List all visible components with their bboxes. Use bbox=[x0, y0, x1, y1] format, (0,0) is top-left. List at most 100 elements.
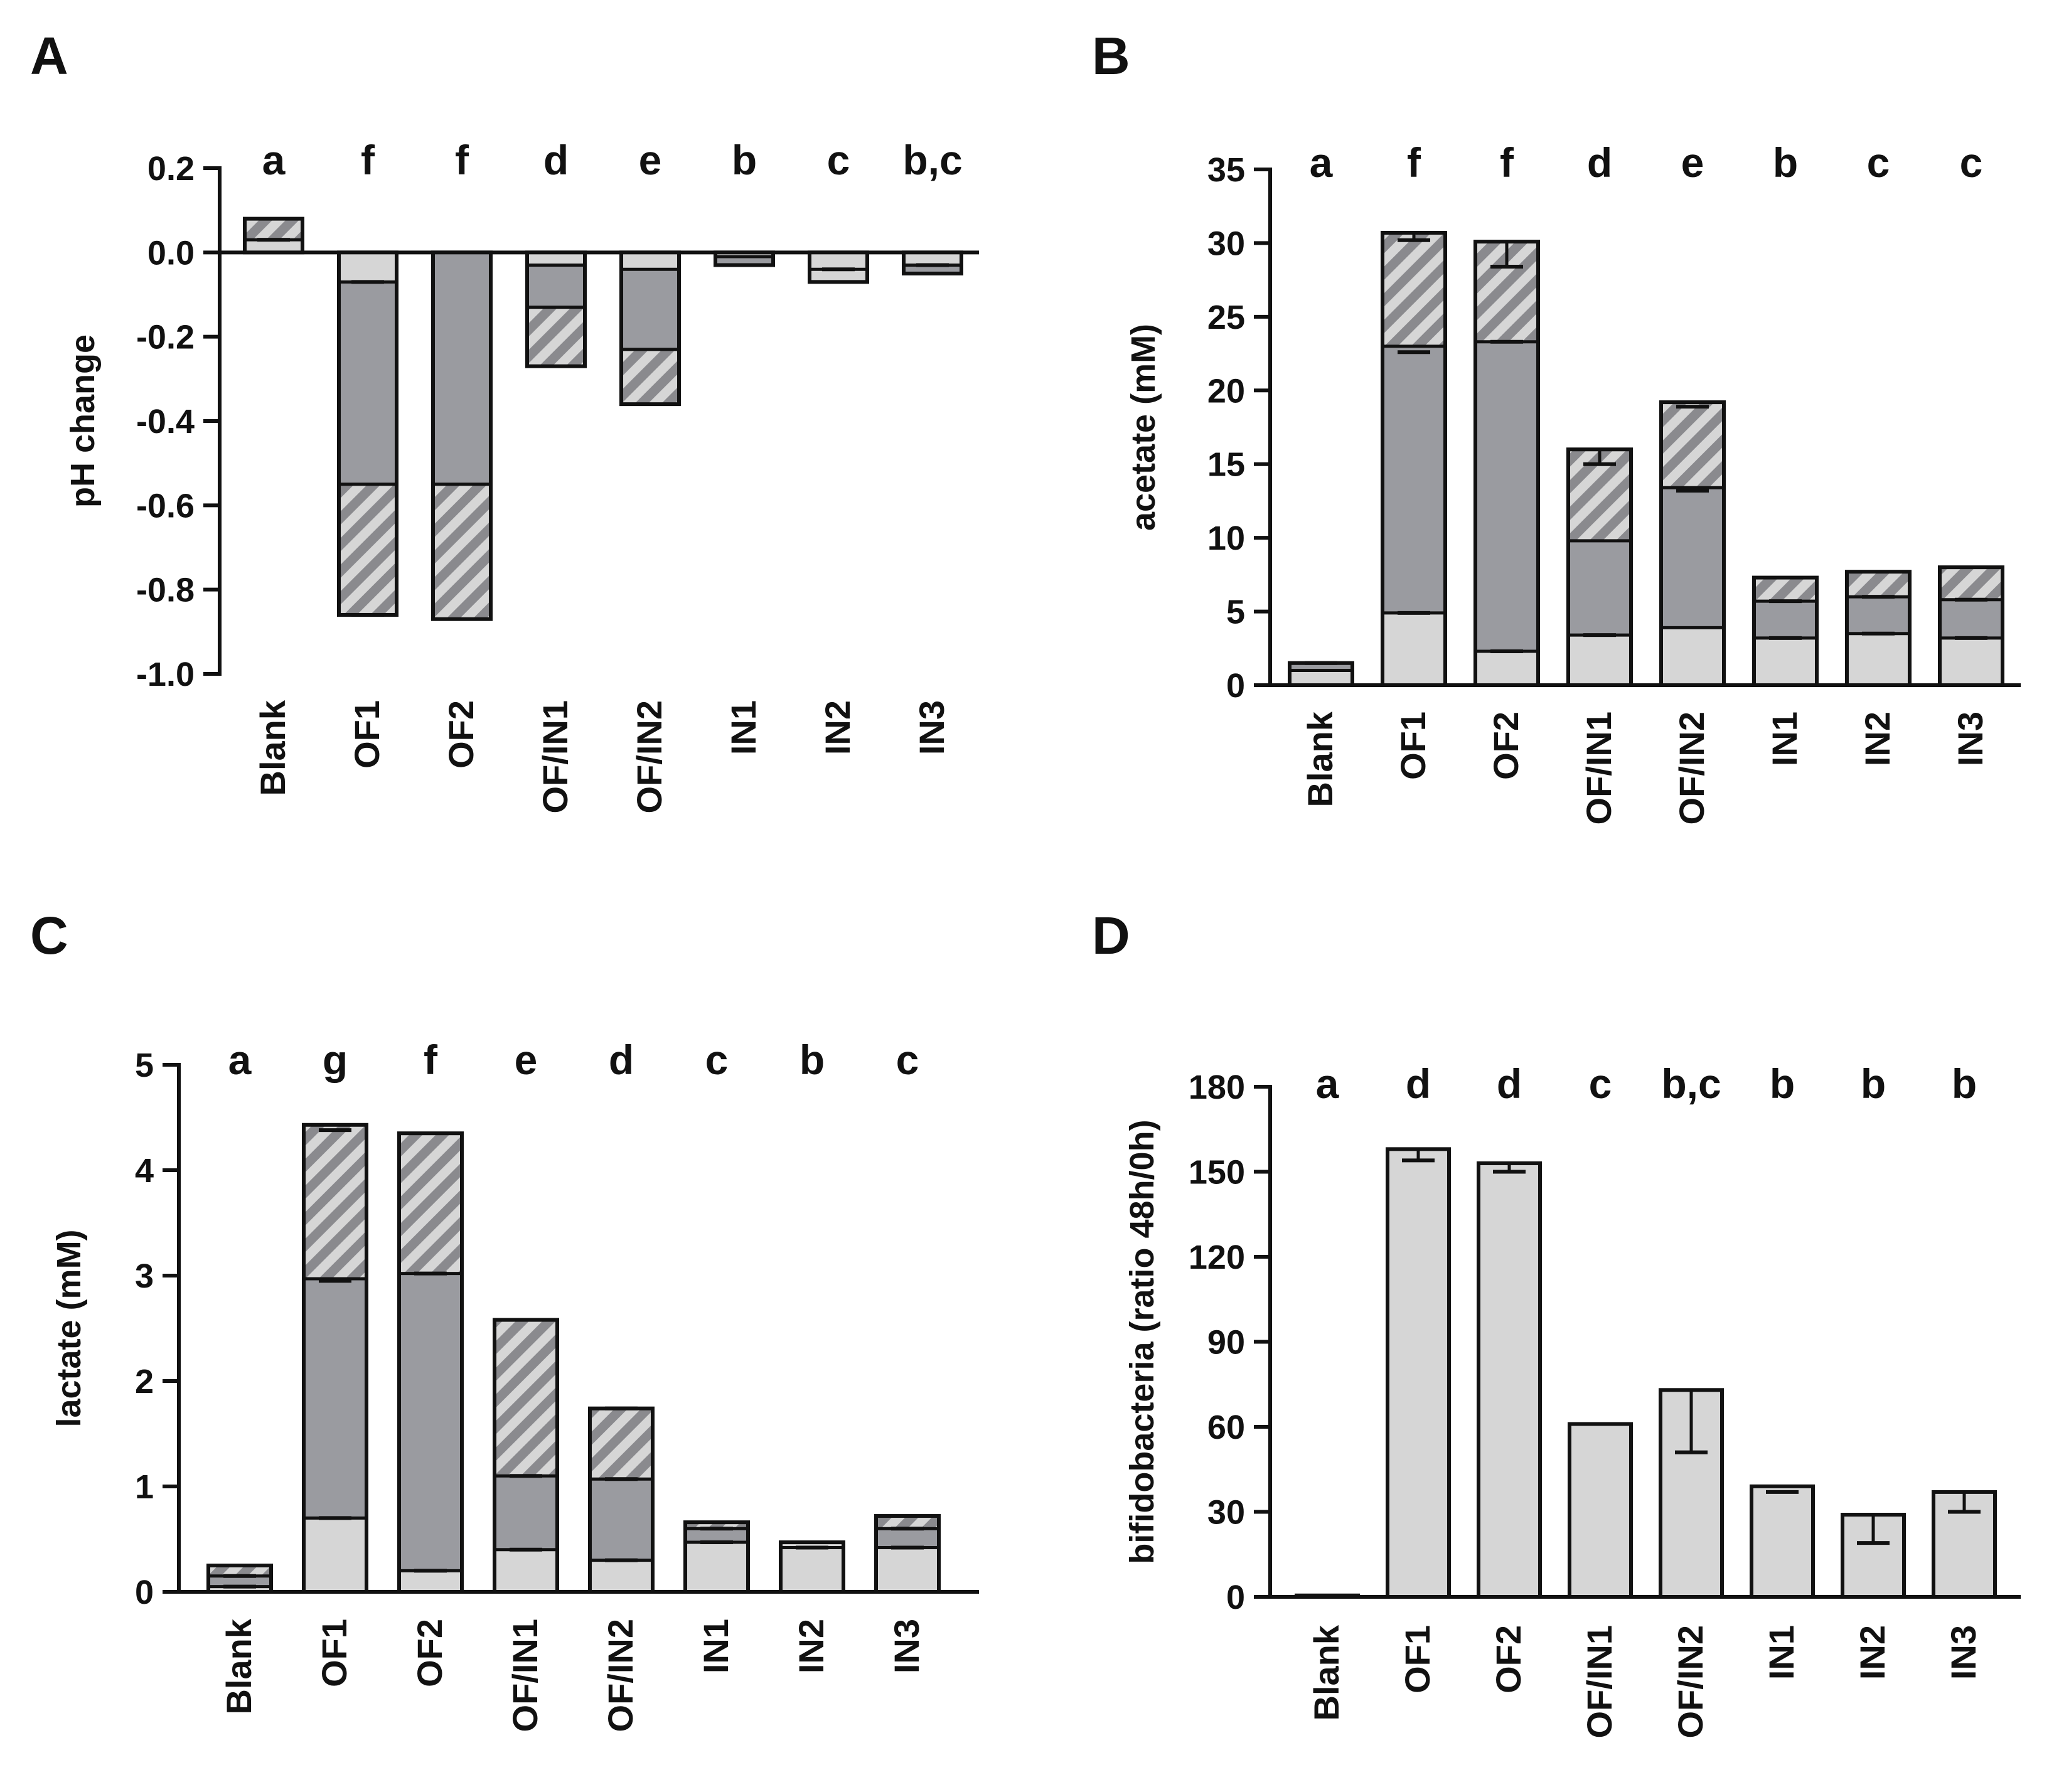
bar-segment bbox=[433, 484, 491, 619]
category-label: IN1 bbox=[724, 700, 763, 755]
bar-segment bbox=[1847, 572, 1910, 597]
significance-letter: d bbox=[609, 1037, 634, 1083]
bar-segment bbox=[876, 1547, 939, 1592]
bar-segment bbox=[904, 252, 961, 265]
bar-outline bbox=[302, 1123, 368, 1594]
bar-outline bbox=[874, 1514, 941, 1594]
y-tick-label: 30 bbox=[1207, 1494, 1245, 1532]
panel-b: B 0 5 10 15 20 25 30 35 acetate (mM) a Blank f OF1 f OF… bbox=[1092, 26, 2021, 824]
bar-outline bbox=[493, 1318, 559, 1594]
bar-segment bbox=[621, 269, 679, 349]
significance-letter: b bbox=[1861, 1060, 1886, 1107]
y-tick-label: -1.0 bbox=[136, 656, 195, 693]
panel-c: C 0 1 2 3 4 5 lactate (mM) a Blank g OF1 f OF2 e OF/IN1… bbox=[30, 906, 979, 1732]
bar-segment bbox=[433, 252, 491, 484]
bar-outline bbox=[779, 1540, 845, 1594]
bar-segment bbox=[621, 349, 679, 405]
category-label: OF1 bbox=[1393, 712, 1433, 780]
category-label: IN3 bbox=[1950, 712, 1990, 766]
y-tick-label: 10 bbox=[1207, 520, 1245, 557]
bar-outline bbox=[1752, 575, 1819, 687]
y-tick-label: 4 bbox=[135, 1152, 154, 1190]
bar-segment bbox=[715, 257, 773, 265]
category-label: IN3 bbox=[912, 700, 951, 755]
category-label: OF1 bbox=[1398, 1625, 1437, 1693]
y-tick-label: 15 bbox=[1207, 446, 1245, 484]
bar-segment bbox=[304, 1124, 366, 1279]
y-tick-label: -0.4 bbox=[136, 403, 195, 440]
bar-segment bbox=[339, 282, 397, 484]
category-label: OF2 bbox=[1486, 712, 1526, 780]
significance-letter: c bbox=[1960, 139, 1983, 186]
bar-segment bbox=[1754, 601, 1817, 638]
significance-letter: a bbox=[228, 1037, 252, 1083]
bar-outline bbox=[431, 250, 493, 621]
bar-segment bbox=[1940, 567, 2003, 600]
panel-letter: B bbox=[1092, 26, 1130, 85]
category-label: OF/IN2 bbox=[601, 1619, 640, 1732]
category-label: Blank bbox=[219, 1618, 259, 1714]
bar-segment bbox=[1754, 637, 1817, 685]
significance-letter: e bbox=[639, 137, 662, 183]
bar-segment bbox=[621, 252, 679, 270]
y-tick-label: 0 bbox=[1226, 667, 1245, 705]
significance-letter: f bbox=[1500, 139, 1514, 186]
bar-segment bbox=[527, 265, 585, 307]
bar-segment bbox=[1940, 599, 2003, 638]
category-label: OF/IN1 bbox=[535, 700, 575, 813]
bar-outline bbox=[683, 1520, 750, 1594]
bar-segment bbox=[495, 1320, 557, 1476]
y-tick-label: 35 bbox=[1207, 151, 1245, 189]
y-tick-label: 0 bbox=[1226, 1579, 1245, 1616]
category-label: IN1 bbox=[1762, 1625, 1801, 1680]
bar-segment bbox=[1382, 346, 1445, 613]
bar-outline bbox=[1938, 565, 2004, 687]
bar-outline bbox=[619, 250, 681, 407]
significance-letter: b,c bbox=[1661, 1060, 1721, 1107]
bar-segment bbox=[1568, 635, 1631, 685]
category-label: OF2 bbox=[410, 1619, 449, 1687]
category-label: IN1 bbox=[1765, 712, 1804, 766]
bar-segment bbox=[810, 269, 867, 282]
significance-letter: b bbox=[1770, 1060, 1795, 1107]
bar-segment bbox=[304, 1518, 366, 1592]
bar-segment bbox=[1754, 577, 1817, 602]
significance-letter: a bbox=[262, 137, 286, 183]
significance-letter: b bbox=[1952, 1060, 1977, 1107]
bar-segment bbox=[1388, 1149, 1449, 1597]
panel-letter: A bbox=[30, 26, 68, 85]
bar-segment bbox=[1940, 637, 2003, 685]
y-axis-title: lactate (mM) bbox=[50, 1229, 88, 1427]
category-label: Blank bbox=[253, 700, 292, 796]
bar-segment bbox=[685, 1528, 748, 1543]
category-label: Blank bbox=[1300, 711, 1340, 807]
bar-segment bbox=[590, 1560, 653, 1592]
category-label: OF/IN2 bbox=[629, 700, 669, 813]
panel-a: A 0.2 0.0 -0.2 -0.4 -0.6 -0.8 -1.0 pH change a Bla… bbox=[30, 26, 979, 813]
category-label: OF/IN1 bbox=[1580, 1625, 1619, 1738]
bar-segment bbox=[245, 240, 302, 253]
bar-segment bbox=[527, 252, 585, 265]
y-axis-title: pH change bbox=[64, 334, 102, 508]
significance-letter: e bbox=[1681, 139, 1704, 186]
category-label: OF2 bbox=[1489, 1625, 1528, 1693]
significance-letter: b bbox=[800, 1037, 825, 1083]
category-label: IN1 bbox=[696, 1619, 735, 1673]
bar-segment bbox=[1661, 488, 1724, 628]
y-tick-label: 25 bbox=[1207, 299, 1245, 336]
y-tick-label: -0.6 bbox=[136, 487, 195, 525]
bar-segment bbox=[1475, 651, 1538, 685]
bar-outline bbox=[1750, 1484, 1815, 1599]
bar-outline bbox=[397, 1131, 464, 1594]
significance-letter: f bbox=[1407, 139, 1421, 186]
bar-segment bbox=[1661, 627, 1724, 685]
category-label: OF/IN1 bbox=[1579, 712, 1618, 824]
bar-segment bbox=[245, 218, 302, 240]
bar-segment bbox=[339, 252, 397, 282]
significance-letter: c bbox=[827, 137, 850, 183]
bar-segment bbox=[399, 1133, 462, 1274]
significance-letter: a bbox=[1316, 1060, 1340, 1107]
bar-segment bbox=[208, 1586, 271, 1592]
bar-segment bbox=[208, 1565, 271, 1576]
bar-segment bbox=[685, 1522, 748, 1529]
